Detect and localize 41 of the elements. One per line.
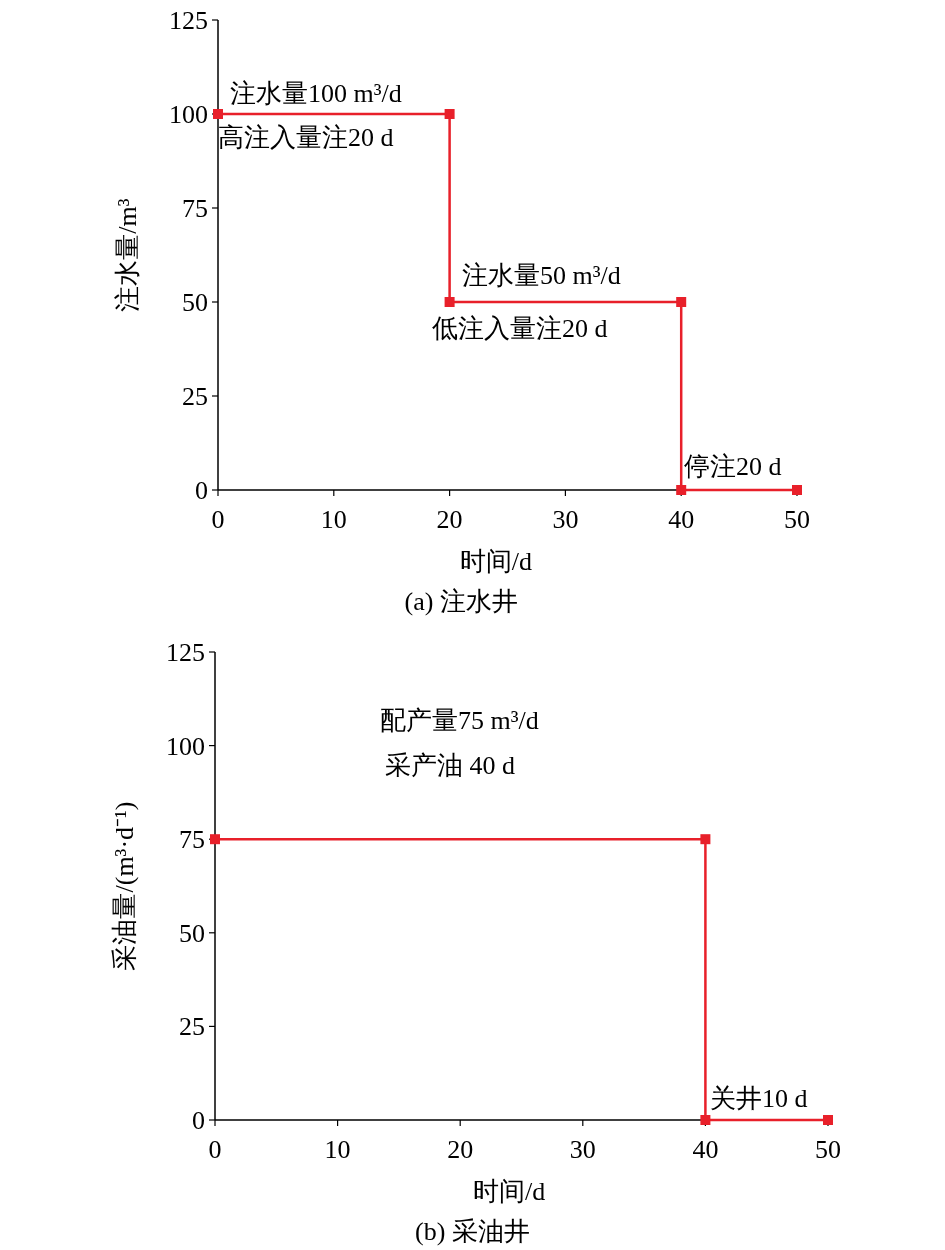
- point: [213, 109, 223, 119]
- y-tick-label: 100: [166, 731, 205, 761]
- x-axis-title: 时间/d: [459, 547, 533, 576]
- annotation: 低注入量注20 d: [432, 314, 608, 343]
- annotation: 采产油 40 d: [385, 751, 515, 780]
- x-tick-label: 10: [324, 1135, 351, 1164]
- text: (b) 采油井: [415, 1217, 530, 1246]
- x-tick-label: 40: [692, 1135, 719, 1164]
- y-tick-label: 0: [195, 476, 208, 505]
- x-tick-label: 50: [815, 1135, 841, 1164]
- y-tick-label: 25: [182, 382, 208, 411]
- point: [676, 485, 687, 495]
- x-tick-label: 20: [436, 505, 463, 534]
- y-tick-label: 100: [169, 100, 208, 129]
- x-axis-title: 时间/d: [473, 1177, 546, 1206]
- y-tick-label: 50: [179, 918, 205, 948]
- y-tick-label: 125: [169, 6, 208, 35]
- annotation: 配产量75 m³/d: [380, 706, 539, 735]
- annotation: 关井10 d: [710, 1084, 808, 1113]
- y-axis-title: 采油量/(m³·d⁻¹): [110, 801, 139, 971]
- annotation: 高注入量注20 d: [218, 123, 394, 152]
- point: [676, 297, 687, 307]
- x-tick-label: 50: [784, 505, 810, 534]
- x-tick-label: 30: [569, 1135, 596, 1164]
- x-tick-label: 30: [552, 505, 579, 534]
- y-tick-label: 125: [166, 638, 205, 667]
- annotation: 注水量50 m³/d: [462, 261, 621, 290]
- x-tick-label: 10: [320, 505, 347, 534]
- y-axis-title: 注水量/m³: [113, 198, 142, 312]
- point: [444, 109, 455, 119]
- x-tick-label: 20: [447, 1135, 474, 1164]
- y-tick-label: 50: [182, 288, 208, 317]
- x-tick-label: 40: [668, 505, 695, 534]
- y-tick-label: 75: [182, 194, 208, 223]
- text: (a) 注水井: [404, 587, 518, 616]
- y-tick-label: 25: [179, 1012, 205, 1042]
- point: [444, 297, 455, 307]
- annotation: 停注20 d: [684, 452, 782, 481]
- annotation: 注水量100 m³/d: [230, 79, 402, 108]
- y-tick-label: 0: [192, 1106, 205, 1135]
- y-tick-label: 75: [179, 825, 205, 855]
